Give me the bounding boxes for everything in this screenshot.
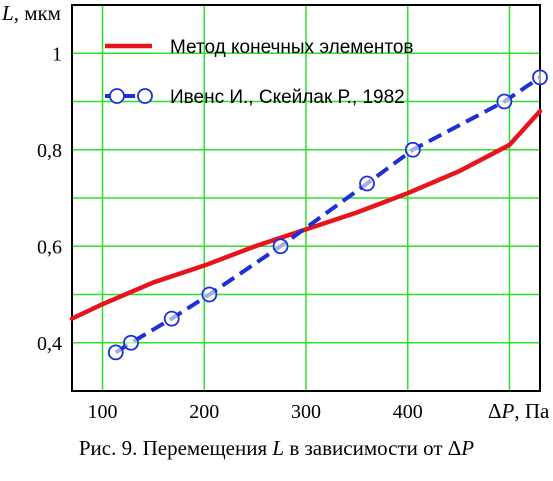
legend: Метод конечных элементов Ивенс И., Скейл… [105, 37, 414, 108]
caption-symbol-p: P [461, 436, 475, 460]
y-tick-label-2: 0,8 [37, 140, 62, 162]
x-axis-unit: , Па [514, 399, 550, 423]
caption-prefix: Рис. 9. Перемещения [78, 436, 273, 460]
plot-frame [71, 4, 541, 392]
series-point-evans-6 [404, 141, 421, 158]
caption-symbol-l: L [272, 436, 285, 460]
caption-middle: в зависимости от Δ [284, 436, 462, 460]
y-tick-label-3: 1 [52, 43, 62, 65]
legend-label-fem: Метод конечных элементов [170, 37, 414, 58]
series-point-evans-2 [163, 310, 180, 327]
y-tick-label-0: 0,4 [37, 333, 62, 355]
series-layer [69, 69, 548, 361]
x-axis-label: ΔP, Па [488, 399, 550, 423]
series-line-fem [69, 108, 543, 321]
y-tick-label-1: 0,6 [37, 236, 62, 258]
legend-marker-evans-a [109, 88, 125, 104]
x-tick-label-0: 100 [88, 401, 118, 423]
x-axis-p: P [501, 399, 515, 423]
tick-labels: 100 200 300 400 0,4 0,6 0,8 1 [37, 43, 423, 423]
legend-label-evans: Ивенс И., Скейлак Р., 1982 [170, 87, 405, 108]
series-point-evans-3 [201, 286, 218, 303]
x-tick-label-2: 300 [291, 401, 321, 423]
x-axis-symbol: ΔP [488, 399, 515, 423]
y-axis-unit: , мкм [14, 1, 61, 25]
figure-caption: Рис. 9. Перемещения L в зависимости от Δ… [0, 436, 553, 461]
x-tick-label-3: 400 [393, 401, 423, 423]
series-point-evans-7 [496, 93, 513, 110]
x-axis-delta: Δ [488, 399, 502, 423]
legend-marker-evans-b [137, 88, 153, 104]
series-point-evans-8 [532, 69, 548, 86]
series-line-evans [114, 75, 542, 355]
x-tick-label-1: 200 [189, 401, 219, 423]
grid [72, 5, 540, 391]
series-point-evans-4 [272, 238, 289, 255]
y-axis-symbol: L [1, 1, 14, 25]
series-point-evans-1 [123, 334, 139, 351]
series-point-evans-5 [359, 175, 375, 192]
y-axis-label: L, мкм [1, 1, 61, 25]
series-point-evans-0 [107, 344, 124, 361]
